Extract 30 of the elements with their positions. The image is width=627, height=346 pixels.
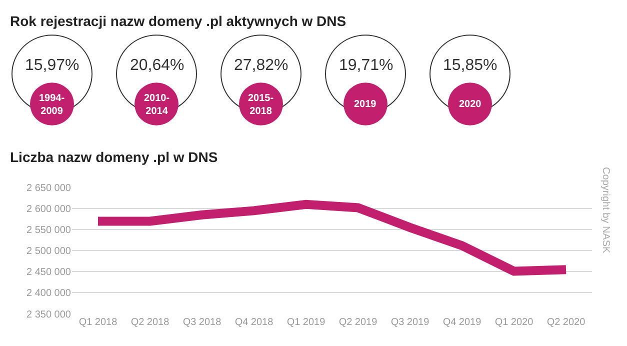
- text: Rok rejestracji nazw domeny .pl aktywnych w DNS: [10, 13, 346, 29]
- category-label: 2010- 2014: [144, 93, 170, 117]
- x-tick-label: Q1 2018: [78, 316, 118, 328]
- y-tick-label: 2 500 000: [26, 246, 72, 258]
- y-tick-label: 2 450 000: [26, 267, 72, 278]
- x-tick-label: Q2 2019: [338, 316, 378, 328]
- data-label: 15,97%: [25, 57, 80, 74]
- data-label: 15,85%: [443, 57, 498, 74]
- x-tick-label: Q1 2019: [286, 316, 326, 328]
- chart-title: Liczba nazw domeny .pl w DNS: [10, 149, 218, 165]
- y-tick-label: 2 400 000: [26, 288, 72, 300]
- x-tick-label: Q2 2020: [546, 316, 586, 328]
- data-label: 19,71%: [339, 57, 394, 74]
- data-label: 27,82%: [234, 57, 288, 74]
- x-tick-label: Q1 2020: [494, 316, 534, 328]
- data-label: 20,64%: [130, 57, 184, 74]
- x-tick-label: Q3 2019: [390, 316, 430, 328]
- y-tick-label: 2 600 000: [26, 204, 72, 216]
- text: Copyright by NASK: [600, 167, 612, 254]
- category-label: 2020: [459, 99, 482, 110]
- y-tick-label: 2 550 000: [26, 225, 72, 236]
- x-tick-label: Q4 2019: [442, 316, 482, 328]
- x-tick-label: Q3 2018: [182, 316, 222, 328]
- category-label: 1994- 2009: [39, 93, 65, 117]
- x-tick-label: Q2 2018: [130, 316, 170, 328]
- x-tick-label: Q4 2018: [234, 316, 274, 328]
- category-label: 2019: [354, 99, 377, 110]
- category-label: 2015- 2018: [248, 93, 274, 117]
- y-tick-label: 2 350 000: [26, 309, 72, 320]
- y-tick-label: 2 650 000: [26, 183, 72, 194]
